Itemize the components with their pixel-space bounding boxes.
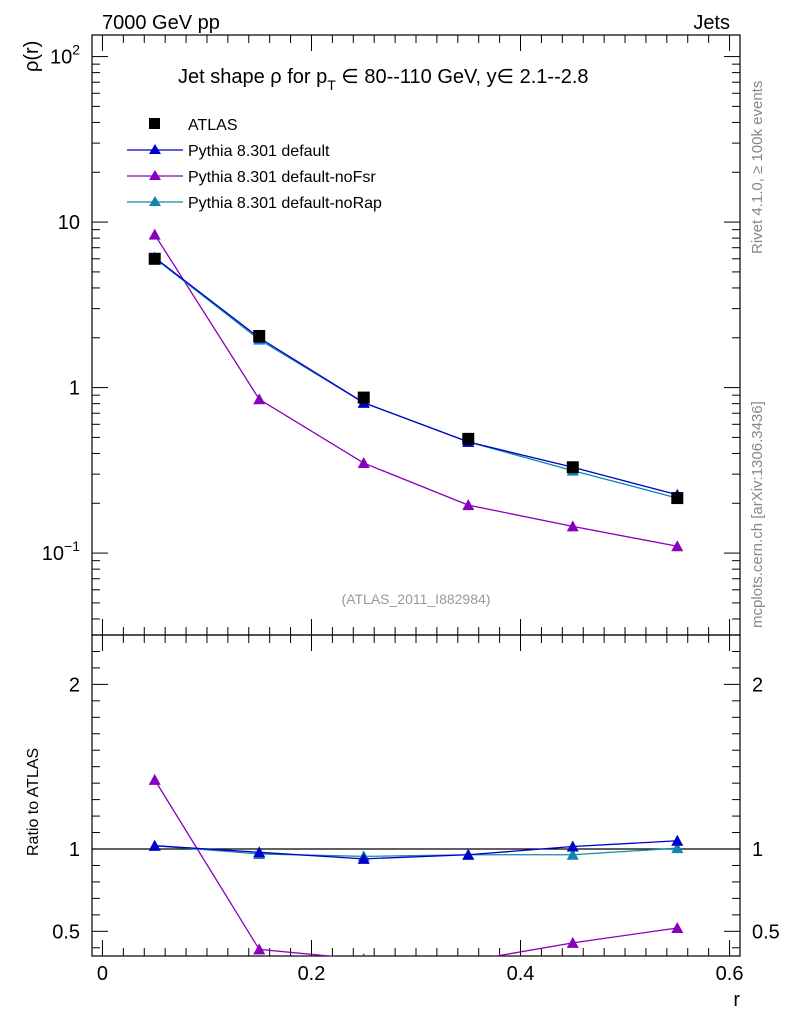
ratio-y-tick-label-right: 2: [752, 674, 763, 696]
ratio-y-tick-label: 1: [69, 839, 80, 861]
data-point: [462, 499, 475, 511]
ratio-y-tick-label-right: 1: [752, 839, 763, 861]
legend-marker-default: [149, 144, 161, 154]
series-pythia-8-301-default: [148, 251, 684, 500]
ratio-point: [148, 839, 161, 851]
series-line: [154, 257, 678, 496]
data-point: [462, 432, 475, 445]
source-label: mcplots.cern.ch [arXiv:1306.3436]: [749, 401, 766, 628]
ratio-series-pythia-8-301-default-nofsr: [148, 773, 684, 956]
data-point: [671, 492, 684, 505]
ratio-panel-frame: [91, 634, 741, 957]
plot-title-suffix: ∈ 80--110 GeV, y∈ 2.1--2.8: [336, 66, 589, 88]
data-point: [148, 228, 161, 240]
ratio-point: [362, 953, 366, 956]
ratio-point: [671, 834, 684, 846]
ratio-series-group: [148, 773, 684, 956]
ratio-point: [566, 936, 579, 948]
data-point: [253, 393, 266, 405]
series-pythia-8-301-default-nofsr: [148, 228, 684, 552]
main-y-label: ρ(r): [21, 41, 43, 72]
data-point: [566, 520, 579, 532]
main-axis-ticks: 102 10 1 10−1: [42, 35, 740, 635]
ratio-y-label: Ratio to ATLAS: [25, 748, 42, 856]
plot-title-subscript: T: [327, 77, 336, 93]
ratio-point: [148, 773, 161, 785]
ratio-line: [154, 840, 678, 860]
legend-label-default: Pythia 8.301 default: [188, 143, 330, 160]
data-point: [566, 461, 579, 474]
main-panel: 102 10 1 10−1 Jet shape ρ for pT ∈ 80--110 …: [21, 34, 741, 636]
ratio-point: [253, 846, 266, 858]
x-tick-label: 0.6: [716, 963, 744, 985]
ratio-y-tick-label: 2: [69, 674, 80, 696]
legend: ATLAS Pythia 8.301 default Pythia 8.301 …: [127, 117, 382, 212]
x-tick-label: 0.2: [298, 963, 326, 985]
ratio-line: [154, 779, 678, 956]
ratio-point: [357, 852, 370, 864]
x-tick-label: 0: [97, 963, 108, 985]
ratio-line: [154, 845, 678, 858]
legend-label-atlas: ATLAS: [188, 117, 238, 134]
data-point: [671, 540, 684, 552]
x-tick-label: 0.4: [507, 963, 535, 985]
ratio-axis-ticks: 0.5 0.5 1 1 2 2 0 0.2 0.4 0.6: [52, 635, 780, 985]
energy-label: 7000 GeV pp: [102, 12, 220, 34]
legend-label-nofsr: Pythia 8.301 default-noFsr: [188, 169, 376, 186]
process-label: Jets: [693, 12, 730, 34]
main-y-tick-label: 102: [50, 42, 80, 69]
data-point: [357, 457, 370, 469]
plot-title: Jet shape ρ for pT ∈ 80--110 GeV, y∈ 2.1…: [178, 66, 589, 93]
data-point: [253, 329, 266, 342]
ratio-point: [462, 848, 475, 860]
main-y-tick-label: 10−1: [42, 538, 80, 565]
series-line: [154, 234, 678, 547]
main-series-group: [148, 228, 684, 552]
analysis-label: (ATLAS_2011_I882984): [342, 591, 491, 607]
legend-marker-nofsr: [149, 170, 161, 180]
legend-label-norap: Pythia 8.301 default-noRap: [188, 195, 382, 212]
legend-marker-atlas: [149, 118, 160, 129]
ratio-series-pythia-8-301-default: [148, 834, 684, 864]
legend-marker-norap: [149, 196, 161, 206]
data-point: [357, 391, 370, 404]
main-y-tick-label: 1: [69, 378, 80, 400]
ratio-point: [671, 842, 684, 854]
x-axis-label: r: [733, 989, 740, 1011]
plot-title-prefix: Jet shape ρ for p: [178, 66, 327, 88]
series-pythia-8-301-default-norap: [148, 252, 684, 504]
rivet-label: Rivet 4.1.0, ≥ 100k events: [749, 81, 766, 254]
series-line: [154, 257, 678, 499]
ratio-panel: 0.5 0.5 1 1 2 2 0 0.2 0.4 0.6 Ratio to ATLAS r: [25, 634, 780, 1011]
ratio-y-tick-label-right: 0.5: [752, 921, 780, 943]
ratio-point: [671, 922, 684, 934]
ratio-y-tick-label: 0.5: [52, 921, 80, 943]
main-y-tick-label: 10: [58, 212, 80, 234]
ratio-point: [566, 840, 579, 852]
ratio-point: [566, 848, 579, 860]
series-atlas: [148, 252, 684, 505]
ratio-point: [253, 943, 266, 955]
ratio-point: [467, 954, 469, 956]
data-point: [148, 252, 161, 265]
